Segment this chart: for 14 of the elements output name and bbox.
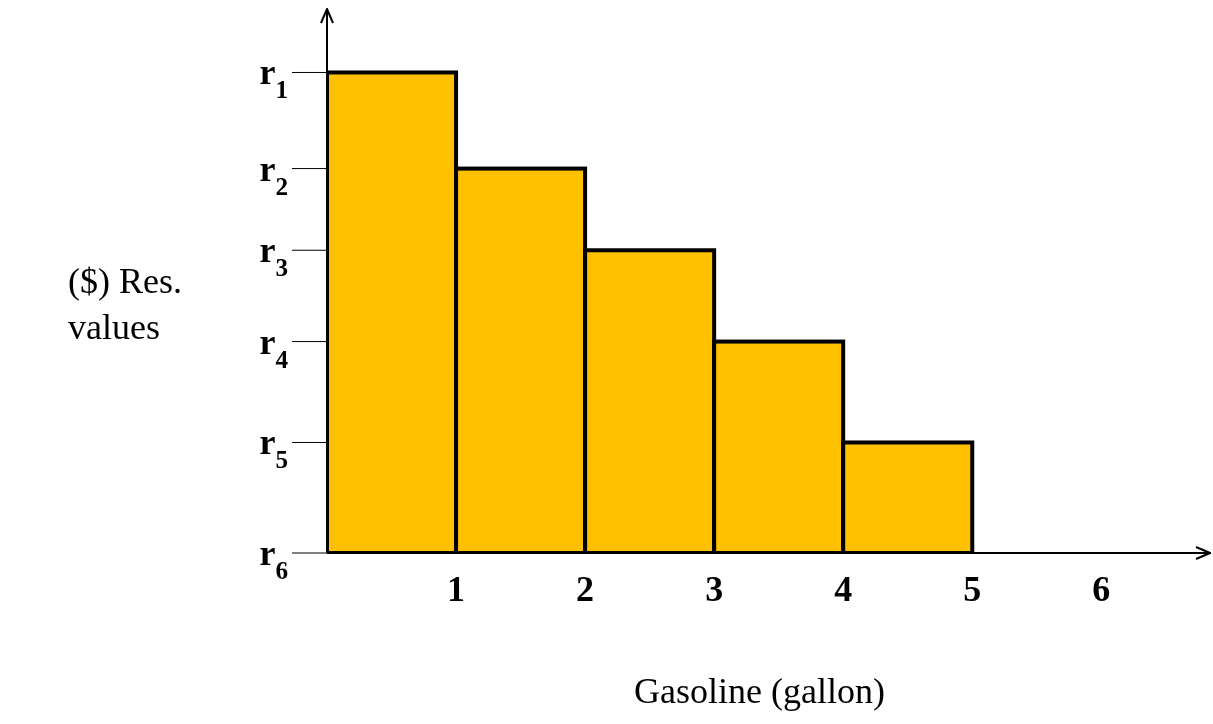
x-tick-label: 1 [447,568,466,609]
text: r$_{4}$ [259,321,289,373]
x-axis-title: Gasoline (gallon) [633,670,886,712]
text: r$_{6}$ [259,533,288,584]
x-tick-label: 5 [963,568,982,609]
x-tick-label: 6 [1092,568,1111,609]
y-axis-title: ($) Res. values [68,260,183,349]
x-tick-label: 4 [834,568,853,609]
text: r$_{1}$ [259,52,288,103]
text: r$_{5}$ [259,422,288,473]
x-tick-label: 2 [576,568,595,609]
text: r$_{3}$ [259,230,288,281]
text: r$_{2}$ [259,148,288,200]
x-tick-label: 3 [705,568,724,609]
